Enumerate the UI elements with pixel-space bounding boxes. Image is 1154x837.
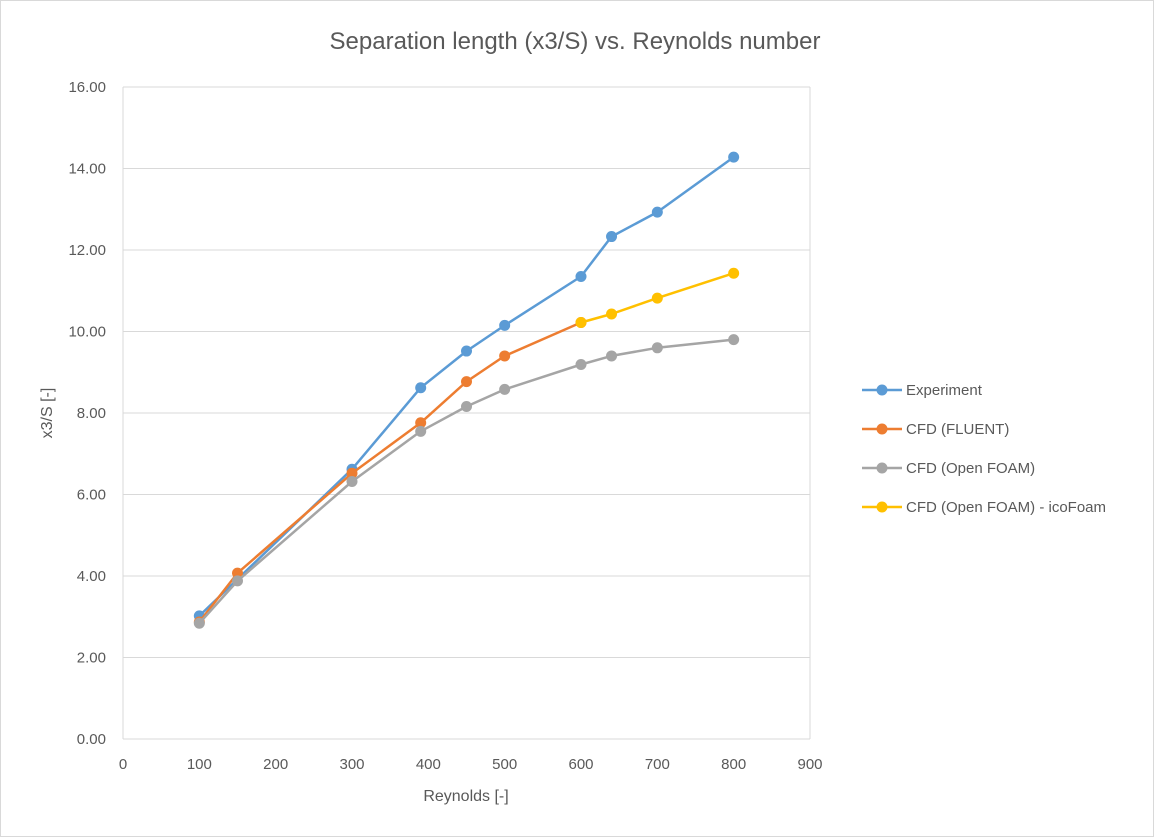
x-tick-label: 600 — [568, 756, 593, 773]
data-point — [728, 151, 740, 163]
data-point — [346, 475, 358, 487]
legend-swatch-marker — [876, 462, 888, 474]
x-tick-label: 0 — [119, 756, 127, 773]
legend-label: CFD (Open FOAM) — [906, 460, 1035, 477]
y-tick-label: 2.00 — [77, 650, 106, 667]
series-3 — [575, 267, 740, 329]
data-point — [461, 376, 472, 388]
series-line — [198, 338, 734, 625]
data-point — [346, 467, 358, 479]
y-tick-label: 8.00 — [77, 405, 106, 422]
data-point — [728, 267, 740, 279]
legend-label: Experiment — [906, 382, 983, 399]
data-point — [499, 350, 511, 362]
data-point — [651, 292, 663, 304]
data-point — [461, 345, 472, 357]
data-point — [606, 350, 618, 362]
data-point — [606, 231, 618, 243]
data-point — [606, 308, 618, 320]
legend-label: CFD (Open FOAM) - icoFoam — [906, 499, 1106, 516]
series-line — [198, 321, 582, 623]
x-axis-ticks: 0 100 200 300 400 500 600 700 800 900 — [119, 756, 823, 773]
data-point — [461, 400, 472, 412]
data-point — [499, 319, 511, 331]
x-axis-label: Reynolds [-] — [423, 788, 508, 805]
legend-item: CFD (FLUENT) — [862, 421, 1009, 438]
y-tick-label: 12.00 — [68, 242, 106, 259]
chart-title: Separation length (x3/S) vs. Reynolds nu… — [330, 28, 821, 55]
y-axis-ticks: 0.00 2.00 4.00 6.00 8.00 10.00 12.00 14.00 16.00 — [68, 79, 106, 748]
x-tick-label: 500 — [492, 756, 517, 773]
data-point — [499, 383, 511, 395]
legend-swatch-marker — [876, 501, 888, 513]
x-tick-label: 300 — [339, 756, 364, 773]
x-tick-label: 200 — [263, 756, 288, 773]
series-group — [193, 151, 740, 629]
y-tick-label: 4.00 — [77, 568, 106, 585]
data-point — [575, 359, 587, 371]
grid-lines — [122, 86, 811, 740]
data-point — [575, 317, 587, 329]
data-point — [728, 334, 740, 346]
x-tick-label: 900 — [797, 756, 822, 773]
data-point — [651, 206, 663, 218]
legend-item: Experiment — [862, 382, 983, 399]
legend-swatch-marker — [876, 423, 888, 435]
y-tick-label: 10.00 — [68, 324, 106, 341]
data-point — [232, 575, 243, 587]
x-tick-label: 700 — [645, 756, 670, 773]
y-tick-label: 0.00 — [77, 731, 106, 748]
data-point — [575, 270, 587, 282]
legend-swatch-marker — [876, 384, 888, 396]
data-point — [651, 342, 663, 354]
data-point — [193, 617, 205, 629]
data-point — [415, 417, 427, 429]
y-tick-label: 6.00 — [77, 487, 106, 504]
x-tick-label: 400 — [416, 756, 441, 773]
series-line — [580, 272, 735, 324]
x-tick-label: 800 — [721, 756, 746, 773]
data-point — [232, 567, 243, 579]
x-tick-label: 100 — [187, 756, 212, 773]
legend-item: CFD (Open FOAM) - icoFoam — [862, 499, 1106, 516]
legend-item: CFD (Open FOAM) — [862, 460, 1035, 477]
legend-label: CFD (FLUENT) — [906, 421, 1009, 438]
y-tick-label: 14.00 — [68, 161, 106, 178]
y-axis-label: x3/S [-] — [39, 388, 56, 439]
series-2 — [193, 334, 740, 629]
legend: Experiment CFD (FLUENT) CFD (Open FOAM) CFD… — [862, 382, 1106, 516]
data-point — [415, 382, 427, 394]
data-point — [415, 425, 427, 437]
y-tick-label: 16.00 — [68, 79, 106, 96]
series-1 — [193, 317, 587, 628]
